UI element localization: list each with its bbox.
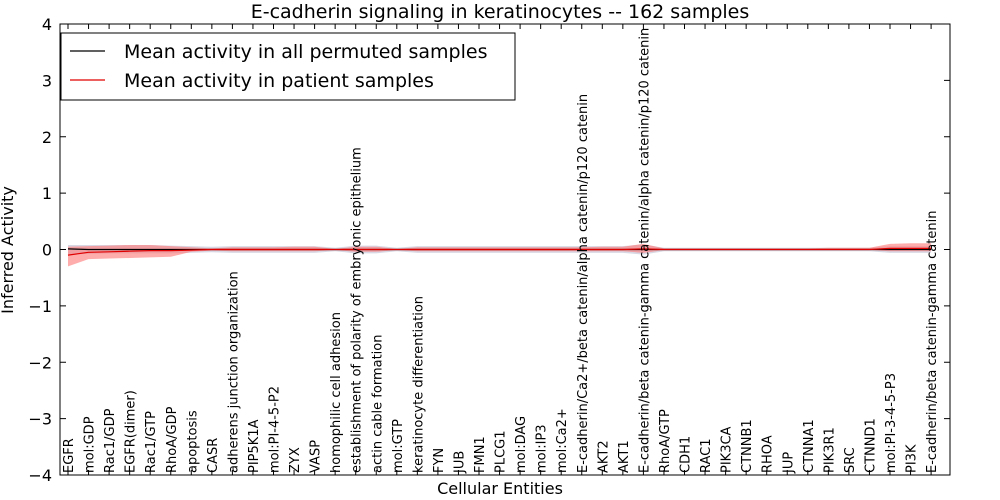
y-tick-label: −4 (28, 466, 52, 485)
x-category-label: RhoA/GDP (165, 406, 180, 473)
y-tick-label: 2 (42, 128, 52, 147)
x-category-label: ZYX (288, 447, 303, 473)
x-category-label: PIK3R1 (822, 427, 837, 473)
x-category-label: mol:Ca2+ (555, 408, 570, 473)
x-category-label: CTNNA1 (802, 419, 817, 473)
x-category-label: mol:PI-3-4-5-P3 (884, 373, 899, 473)
x-category-label: JUP (781, 452, 796, 474)
x-category-label: CASR (206, 438, 221, 473)
x-category-label: E-cadherin/beta catenin-gamma catenin/al… (637, 28, 652, 473)
x-category-label: EGFR(dimer) (124, 390, 139, 473)
x-category-label: VASP (309, 440, 324, 473)
x-category-label: mol:GDP (83, 416, 98, 473)
legend: Mean activity in all permuted samples Me… (60, 32, 516, 101)
x-category-label: mol:DAG (514, 416, 529, 473)
y-axis-title: Inferred Activity (0, 186, 17, 314)
x-category-label: RhoA/GTP (658, 409, 673, 473)
x-category-labels: EGFR mol:GDP Rac1/GDP EGFR(dimer) Rac1/GTP Rh… (62, 24, 940, 475)
y-tick-label: 4 (42, 15, 52, 34)
x-category-label: E-cadherin/Ca2+/beta catenin/alpha caten… (576, 94, 591, 473)
x-category-label: SRC (843, 447, 858, 473)
x-category-label: Rac1/GTP (144, 411, 159, 473)
x-category-label: JUB (452, 451, 467, 474)
y-tick-label: −1 (28, 297, 52, 316)
x-category-label: adherens junction organization (226, 271, 241, 473)
x-category-label: PIK3CA (720, 426, 735, 473)
y-tick-label: 0 (42, 241, 52, 260)
x-category-label: AKT2 (596, 440, 611, 473)
y-axis-ticks: −4 −3 −2 −1 0 1 2 3 4 (28, 15, 950, 485)
x-category-label: actin cable formation (370, 335, 385, 473)
x-category-label: PLCG1 (494, 430, 509, 473)
legend-box (60, 32, 516, 101)
x-category-label: apoptosis (185, 410, 200, 473)
series-line-patient (67, 247, 932, 256)
y-tick-label: −3 (28, 410, 52, 429)
x-category-label: RHOA (761, 435, 776, 473)
legend-label-permuted: Mean activity in all permuted samples (124, 41, 487, 63)
x-category-label: AKT1 (617, 440, 632, 473)
x-category-label: establishment of polarity of embryonic e… (350, 147, 365, 473)
y-tick-label: 1 (42, 184, 52, 203)
x-category-label: mol:PI-4-5-P2 (268, 386, 283, 473)
x-category-label: E-cadherin/beta catenin-gamma catenin (925, 211, 940, 473)
x-category-label: mol:GTP (391, 419, 406, 473)
x-category-label: RAC1 (699, 438, 714, 473)
x-category-label: PI3K (905, 444, 920, 473)
x-category-label: mol:IP3 (535, 424, 550, 473)
x-category-label: CDH1 (679, 436, 694, 473)
x-category-label: homophilic cell adhesion (329, 312, 344, 473)
x-category-label: FYN (432, 448, 447, 473)
x-category-label: CTNNB1 (740, 419, 755, 473)
x-category-label: PIP5K1A (247, 419, 262, 473)
x-category-label: EGFR (62, 438, 77, 473)
x-category-label: Rac1/GDP (103, 408, 118, 473)
y-tick-label: −2 (28, 353, 52, 372)
x-axis-title: Cellular Entities (437, 479, 563, 498)
legend-label-patient: Mean activity in patient samples (124, 70, 434, 92)
x-category-label: keratinocyte differentiation (411, 296, 426, 473)
x-category-label: CTNND1 (864, 418, 879, 473)
x-category-label: FMN1 (473, 436, 488, 473)
chart-title: E-cadherin signaling in keratinocytes --… (251, 1, 750, 23)
series-lines (67, 247, 932, 256)
y-tick-label: 3 (42, 71, 52, 90)
